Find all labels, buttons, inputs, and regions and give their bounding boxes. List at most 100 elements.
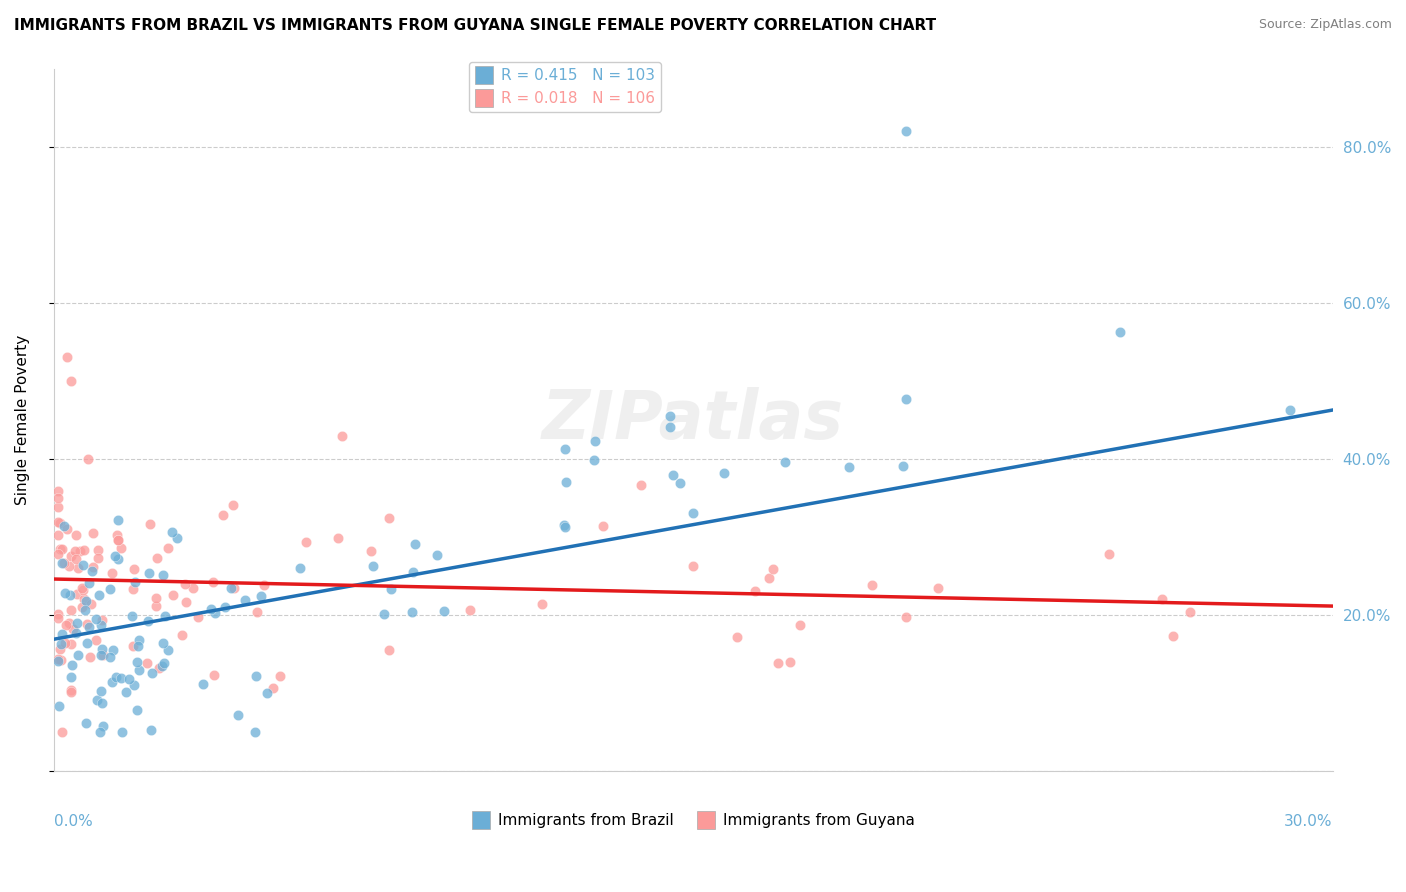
Point — [145, 591, 167, 605]
Point — [250, 589, 273, 603]
Point — [75, 594, 97, 608]
Point — [744, 584, 766, 599]
Point — [121, 639, 143, 653]
Point — [118, 672, 141, 686]
Point — [63, 544, 86, 558]
Point — [253, 578, 276, 592]
Point — [46, 491, 69, 505]
Point — [107, 513, 129, 527]
Point — [86, 693, 108, 707]
Point — [127, 655, 149, 669]
Point — [330, 428, 353, 442]
Point — [89, 588, 111, 602]
Point — [51, 627, 73, 641]
Point — [75, 716, 97, 731]
Point — [58, 558, 80, 573]
Point — [378, 511, 401, 525]
Point — [49, 516, 72, 530]
Point — [91, 719, 114, 733]
Point — [1152, 592, 1174, 607]
Point — [49, 636, 72, 650]
Point — [53, 586, 76, 600]
Point — [59, 682, 82, 697]
Point — [166, 532, 188, 546]
Point — [51, 557, 73, 571]
Point — [896, 610, 918, 624]
Point — [136, 615, 159, 629]
Point — [200, 601, 222, 615]
Point — [256, 686, 278, 700]
Point — [55, 617, 77, 632]
Point — [727, 631, 749, 645]
Point — [90, 648, 112, 662]
Point — [630, 478, 652, 492]
Point — [145, 599, 167, 614]
Point — [583, 452, 606, 467]
Point — [115, 685, 138, 699]
Point — [60, 658, 83, 673]
Point — [360, 544, 382, 558]
Point — [212, 508, 235, 522]
Point — [103, 549, 125, 563]
Y-axis label: Single Female Poverty: Single Female Poverty — [15, 334, 30, 505]
Point — [107, 552, 129, 566]
Point — [125, 703, 148, 717]
Point — [46, 651, 69, 665]
Point — [51, 725, 73, 739]
Point — [927, 581, 949, 595]
Point — [110, 672, 132, 686]
Point — [156, 541, 179, 555]
Point — [404, 537, 426, 551]
Point — [758, 571, 780, 585]
Point — [46, 547, 69, 561]
Point — [48, 642, 70, 657]
Point — [65, 528, 87, 542]
Point — [530, 597, 553, 611]
Point — [174, 594, 197, 608]
Point — [245, 669, 267, 683]
Point — [70, 581, 93, 595]
Point — [592, 519, 614, 533]
Point — [91, 697, 114, 711]
Point — [226, 707, 249, 722]
Point — [201, 574, 224, 589]
Point — [1108, 325, 1130, 339]
Point — [60, 637, 83, 651]
Point — [402, 565, 425, 579]
Point — [246, 605, 269, 619]
Point — [896, 124, 918, 138]
Point — [896, 392, 918, 406]
Legend: Immigrants from Brazil, Immigrants from Guyana: Immigrants from Brazil, Immigrants from … — [465, 806, 921, 834]
Point — [72, 583, 94, 598]
Point — [84, 633, 107, 648]
Point — [59, 588, 82, 602]
Point — [170, 628, 193, 642]
Point — [773, 455, 796, 469]
Point — [46, 516, 69, 530]
Point — [82, 526, 104, 541]
Point — [77, 452, 100, 467]
Point — [65, 626, 87, 640]
Point — [46, 607, 69, 621]
Point — [76, 617, 98, 632]
Point — [138, 517, 160, 532]
Point — [426, 548, 449, 562]
Point — [204, 606, 226, 620]
Point — [107, 533, 129, 548]
Point — [669, 476, 692, 491]
Point — [59, 374, 82, 388]
Point — [136, 656, 159, 670]
Point — [779, 656, 801, 670]
Point — [148, 660, 170, 674]
Point — [682, 506, 704, 520]
Point — [789, 617, 811, 632]
Point — [121, 609, 143, 624]
Point — [1161, 629, 1184, 643]
Point — [79, 575, 101, 590]
Text: ZIPatlas: ZIPatlas — [543, 387, 844, 453]
Point — [214, 599, 236, 614]
Point — [89, 725, 111, 739]
Point — [401, 605, 423, 619]
Point — [187, 610, 209, 624]
Point — [98, 649, 121, 664]
